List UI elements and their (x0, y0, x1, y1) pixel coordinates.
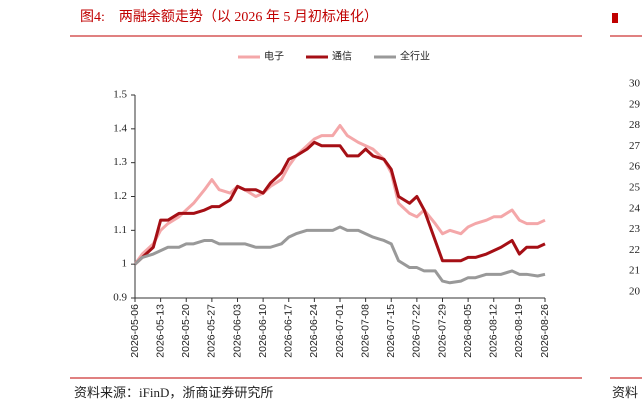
x-tick-label: 2026-05-06 (129, 304, 141, 358)
legend-label: 通信 (332, 50, 352, 62)
x-tick-label: 2026-07-22 (411, 304, 423, 358)
y-tick-label: 29 (629, 98, 641, 110)
x-tick-label: 2026-06-24 (308, 304, 320, 358)
y-tick-label: 23 (629, 223, 641, 235)
y-tick-label: 1.3 (113, 156, 127, 168)
y-tick-label: 1.4 (113, 122, 127, 134)
x-tick-label: 2026-07-15 (385, 304, 397, 358)
x-tick-label: 2026-08-26 (539, 304, 551, 358)
x-tick-label: 2026-08-05 (462, 304, 474, 358)
y-tick-label: 24 (629, 202, 641, 214)
y-tick-label: 20 (629, 286, 641, 298)
y-tick-label: 0.9 (113, 292, 127, 304)
x-tick-label: 2026-07-08 (359, 304, 371, 358)
y-tick-label: 25 (629, 182, 641, 194)
y-tick-label: 1.5 (113, 89, 127, 101)
y-tick-label: 1.2 (113, 190, 127, 202)
series-line (133, 140, 546, 266)
x-tick-label: 2026-06-17 (283, 304, 295, 358)
x-tick-label: 2026-05-13 (154, 304, 166, 358)
x-tick-label: 2026-07-01 (334, 304, 346, 358)
chart-title: 图4: 两融余额走势（以 2026 年 5 月初标准化） (80, 8, 378, 25)
series-line (133, 123, 546, 266)
y-tick-label: 30 (629, 78, 641, 90)
y-tick-label: 21 (629, 265, 640, 277)
x-tick-label: 2026-08-12 (488, 304, 500, 358)
source: 资料 (612, 385, 638, 400)
y-tick-label: 1.1 (113, 224, 127, 236)
legend-label: 全行业 (400, 49, 430, 62)
x-tick-label: 2026-05-27 (206, 304, 218, 358)
x-tick-label: 2026-07-29 (436, 304, 448, 358)
source: 资料来源：iFinD，浙商证券研究所 (74, 385, 273, 400)
title-marker (612, 13, 618, 23)
y-tick-label: 26 (629, 161, 641, 173)
x-tick-label: 2026-05-20 (180, 304, 192, 358)
y-tick-label: 27 (629, 140, 641, 152)
legend-label: 电子 (264, 49, 284, 62)
series-line (133, 225, 546, 285)
y-tick-label: 22 (629, 244, 640, 256)
y-tick-label: 28 (629, 119, 641, 131)
x-tick-label: 2026-08-19 (513, 304, 525, 358)
x-tick-label: 2026-06-10 (257, 304, 269, 358)
y-tick-label: 1 (122, 258, 128, 270)
x-tick-label: 2026-06-03 (231, 304, 243, 358)
